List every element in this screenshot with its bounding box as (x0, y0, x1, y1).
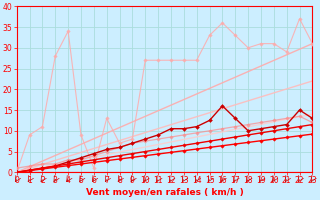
X-axis label: Vent moyen/en rafales ( km/h ): Vent moyen/en rafales ( km/h ) (86, 188, 244, 197)
